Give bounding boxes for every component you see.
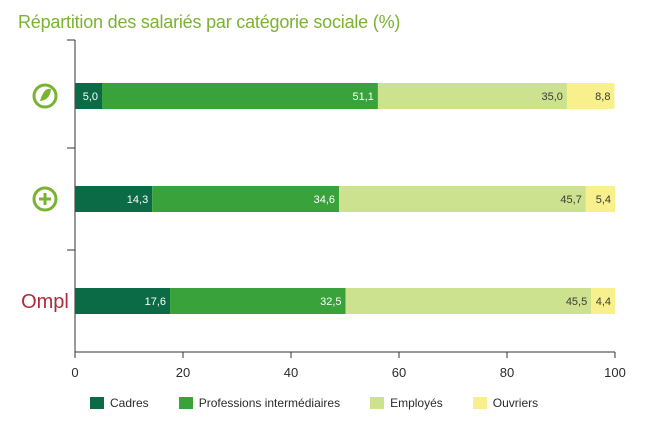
- x-tick-label-80: 80: [500, 365, 514, 380]
- data-label-Ompl-0: 17,6: [145, 296, 166, 308]
- bar-Ompl-2: [345, 288, 592, 314]
- legend-swatch-ouvriers: [472, 397, 487, 409]
- leaf-logo-icon: [32, 83, 58, 109]
- data-label-Ompl-2: 45,5: [566, 296, 587, 308]
- x-tick-label-60: 60: [392, 365, 406, 380]
- bar-Ompl-1: [170, 288, 346, 314]
- chart-title: Répartition des salariés par catégorie s…: [18, 12, 401, 32]
- chart-legend: Cadres Professions intermédiaires Employ…: [90, 396, 568, 410]
- bar-plus-logo-0: [75, 186, 153, 212]
- data-label-leaf-logo-1: 51,1: [353, 91, 374, 103]
- legend-swatch-professions: [178, 397, 193, 409]
- bar-Ompl-0: [75, 288, 171, 314]
- bar-leaf-logo-3: [566, 83, 615, 109]
- x-tick-label-0: 0: [71, 365, 78, 380]
- data-label-plus-logo-1: 34,6: [314, 194, 335, 206]
- legend-label-employes: Employés: [390, 396, 443, 410]
- data-label-leaf-logo-2: 35,0: [542, 91, 563, 103]
- leaf-shape-icon: [40, 88, 51, 101]
- data-label-plus-logo-0: 14,3: [127, 194, 148, 206]
- bar-leaf-logo-2: [377, 83, 567, 109]
- data-label-Ompl-3: 4,4: [596, 296, 611, 308]
- legend-label-cadres: Cadres: [110, 396, 149, 410]
- legend-item-cadres: Cadres: [90, 396, 149, 410]
- data-label-plus-logo-3: 5,4: [596, 194, 611, 206]
- x-tick-label-100: 100: [604, 365, 626, 380]
- legend-item-professions: Professions intermédiaires: [178, 396, 341, 410]
- bar-plus-logo-3: [585, 186, 615, 212]
- ompl-logo: Ompl: [21, 291, 69, 313]
- legend-item-ouvriers: Ouvriers: [472, 396, 539, 410]
- plus-logo-icon: [32, 186, 58, 212]
- bar-leaf-logo-1: [102, 83, 378, 109]
- plus-horizontal-icon: [39, 197, 51, 201]
- legend-item-employes: Employés: [370, 396, 443, 410]
- legend-swatch-cadres: [90, 397, 104, 409]
- legend-swatch-employes: [370, 397, 385, 409]
- data-label-Ompl-1: 32,5: [320, 296, 341, 308]
- data-label-leaf-logo-3: 8,8: [595, 91, 610, 103]
- data-label-leaf-logo-0: 5,0: [83, 91, 98, 103]
- bar-leaf-logo-0: [75, 83, 102, 109]
- legend-label-professions: Professions intermédiaires: [198, 396, 341, 410]
- data-label-plus-logo-2: 45,7: [560, 194, 581, 206]
- x-tick-label-20: 20: [176, 365, 190, 380]
- legend-label-ouvriers: Ouvriers: [492, 396, 539, 410]
- bar-Ompl-3: [591, 288, 615, 314]
- bar-plus-logo-2: [339, 186, 586, 212]
- bar-plus-logo-1: [152, 186, 340, 212]
- x-tick-label-40: 40: [284, 365, 298, 380]
